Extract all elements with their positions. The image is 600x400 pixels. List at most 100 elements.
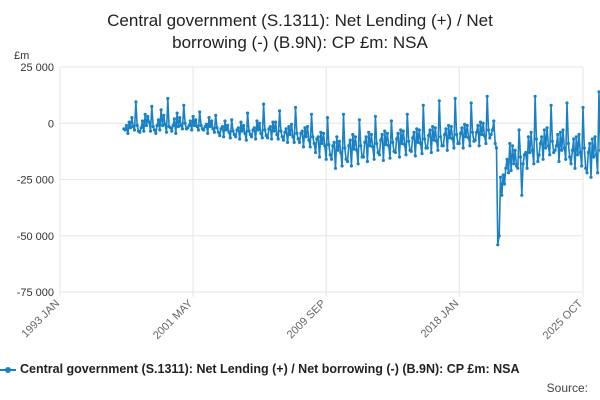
data-point[interactable]	[505, 157, 509, 161]
data-point[interactable]	[303, 126, 307, 130]
data-point[interactable]	[246, 111, 250, 115]
data-point[interactable]	[490, 128, 495, 132]
data-point[interactable]	[393, 150, 397, 155]
data-point[interactable]	[528, 150, 532, 155]
data-point[interactable]	[352, 147, 356, 151]
data-point[interactable]	[439, 135, 443, 139]
data-point[interactable]	[463, 122, 467, 126]
data-point[interactable]	[130, 116, 134, 120]
data-point[interactable]	[435, 139, 439, 143]
data-point[interactable]	[517, 128, 521, 132]
data-point[interactable]	[510, 144, 515, 148]
data-point[interactable]	[356, 162, 360, 166]
data-point[interactable]	[449, 125, 453, 129]
data-point[interactable]	[521, 162, 525, 166]
data-point[interactable]	[331, 144, 335, 148]
data-point[interactable]	[570, 148, 575, 152]
data-point[interactable]	[497, 234, 501, 238]
data-point[interactable]	[194, 118, 198, 122]
data-point[interactable]	[282, 138, 286, 142]
data-point[interactable]	[425, 146, 429, 150]
data-point[interactable]	[465, 123, 469, 128]
data-point[interactable]	[545, 126, 549, 130]
data-point[interactable]	[509, 168, 513, 173]
data-point[interactable]	[283, 130, 287, 134]
data-point[interactable]	[267, 127, 271, 131]
data-point[interactable]	[520, 193, 524, 197]
data-point[interactable]	[293, 105, 298, 110]
data-point[interactable]	[384, 143, 388, 147]
data-point[interactable]	[224, 128, 228, 132]
data-point[interactable]	[152, 128, 157, 132]
data-point[interactable]	[176, 125, 180, 129]
data-point[interactable]	[355, 148, 359, 152]
data-point[interactable]	[500, 193, 504, 197]
data-point[interactable]	[576, 153, 580, 157]
data-point[interactable]	[569, 162, 573, 166]
data-point[interactable]	[502, 182, 507, 186]
data-point[interactable]	[468, 144, 472, 148]
data-point[interactable]	[188, 119, 192, 123]
data-point[interactable]	[548, 153, 552, 157]
data-point[interactable]	[204, 122, 208, 126]
data-point[interactable]	[155, 123, 159, 128]
data-point[interactable]	[485, 94, 489, 98]
data-point[interactable]	[538, 141, 543, 146]
data-point[interactable]	[452, 146, 456, 150]
data-point[interactable]	[581, 105, 585, 110]
data-point[interactable]	[329, 157, 334, 161]
data-point[interactable]	[400, 141, 404, 146]
data-point[interactable]	[401, 129, 405, 133]
data-point[interactable]	[208, 125, 212, 129]
data-point[interactable]	[372, 157, 376, 161]
data-point[interactable]	[498, 175, 503, 179]
data-point[interactable]	[413, 154, 417, 158]
data-point[interactable]	[399, 128, 403, 132]
data-point[interactable]	[191, 114, 195, 119]
data-point[interactable]	[541, 157, 545, 161]
data-point[interactable]	[147, 120, 151, 124]
data-point[interactable]	[336, 148, 340, 152]
data-point[interactable]	[243, 131, 247, 135]
data-point[interactable]	[279, 129, 283, 133]
data-point[interactable]	[580, 164, 584, 168]
data-point[interactable]	[525, 166, 529, 170]
data-point[interactable]	[367, 130, 371, 134]
data-point[interactable]	[482, 134, 487, 138]
data-point[interactable]	[415, 127, 419, 131]
data-point[interactable]	[477, 144, 481, 148]
data-point[interactable]	[573, 166, 577, 170]
data-point[interactable]	[481, 121, 485, 125]
data-point[interactable]	[419, 141, 423, 146]
data-point[interactable]	[190, 128, 194, 132]
data-point[interactable]	[262, 102, 266, 106]
data-point[interactable]	[389, 119, 393, 123]
data-point[interactable]	[139, 126, 143, 130]
data-point[interactable]	[361, 155, 365, 159]
data-point[interactable]	[383, 129, 387, 133]
data-point[interactable]	[553, 148, 557, 152]
data-point[interactable]	[351, 132, 355, 137]
data-point[interactable]	[271, 120, 275, 124]
data-point[interactable]	[379, 138, 383, 142]
data-point[interactable]	[566, 141, 571, 146]
data-point[interactable]	[451, 137, 455, 141]
data-point[interactable]	[508, 141, 512, 146]
data-point[interactable]	[151, 125, 155, 129]
data-point[interactable]	[311, 135, 315, 139]
data-point[interactable]	[207, 116, 211, 120]
data-point[interactable]	[320, 141, 324, 146]
data-point[interactable]	[349, 164, 353, 168]
data-point[interactable]	[196, 128, 200, 132]
data-point[interactable]	[300, 129, 304, 133]
data-point[interactable]	[429, 150, 433, 155]
data-point[interactable]	[259, 131, 263, 135]
data-point[interactable]	[556, 132, 560, 137]
data-point[interactable]	[239, 120, 243, 124]
data-point[interactable]	[397, 155, 401, 159]
data-point[interactable]	[159, 108, 163, 112]
data-point[interactable]	[597, 90, 600, 94]
data-point[interactable]	[488, 136, 492, 140]
data-point[interactable]	[335, 135, 339, 139]
data-point[interactable]	[226, 123, 230, 128]
